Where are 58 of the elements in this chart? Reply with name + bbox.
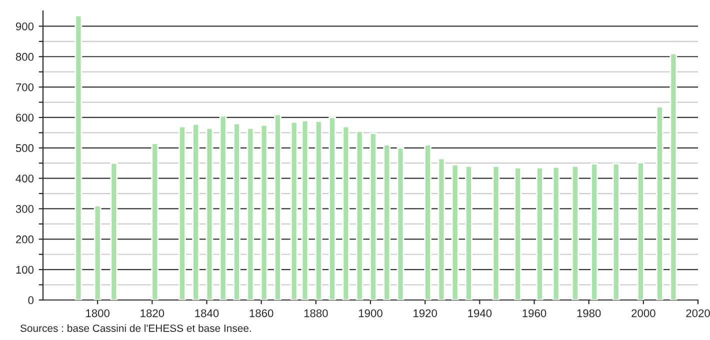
bar [552, 166, 560, 300]
bar [328, 116, 336, 300]
y-tick-label: 800 [16, 52, 34, 61]
x-tick-label: 1940 [468, 309, 492, 318]
bar [110, 162, 118, 300]
y-tick-label: 600 [16, 114, 34, 122]
bar [424, 144, 432, 300]
bar [356, 130, 364, 300]
bar [342, 126, 350, 300]
bar [670, 52, 678, 300]
bar [451, 164, 459, 300]
bar [94, 205, 102, 300]
bar [290, 121, 298, 300]
bar [492, 165, 500, 300]
bar [301, 120, 309, 300]
y-tick-label: 200 [16, 235, 34, 244]
y-tick-label: 500 [16, 144, 34, 152]
bar [274, 114, 282, 300]
y-tick-label: 0 [28, 296, 34, 304]
bar [233, 122, 240, 300]
bar [192, 123, 200, 300]
bar [536, 166, 544, 300]
bar [590, 163, 598, 300]
bar [74, 14, 82, 300]
bar [151, 142, 159, 300]
bar [314, 120, 322, 300]
bar [514, 166, 522, 300]
y-tick-label: 700 [16, 83, 34, 92]
bar [396, 147, 404, 300]
y-tick-label: 100 [16, 266, 34, 274]
x-tick-label: 2020 [686, 309, 710, 318]
bar [219, 115, 227, 300]
x-tick-label: 1900 [358, 309, 382, 318]
bar [656, 106, 664, 300]
bar [178, 126, 186, 300]
bar [246, 127, 254, 300]
x-tick-label: 1980 [577, 309, 601, 318]
bar [465, 165, 472, 300]
y-tick-label: 300 [16, 205, 34, 213]
bar [383, 144, 391, 300]
y-tick-label: 400 [16, 174, 34, 182]
bar [260, 124, 268, 300]
x-tick-label: 1860 [250, 309, 274, 318]
bar [612, 163, 620, 300]
bar [571, 165, 579, 300]
x-tick-label: 1820 [140, 309, 164, 318]
x-tick-label: 1960 [522, 309, 546, 318]
bar [370, 132, 377, 300]
bar [438, 158, 446, 300]
bar [636, 162, 644, 300]
x-tick-label: 1840 [195, 309, 219, 318]
bar [206, 127, 214, 300]
y-tick-label: 900 [16, 22, 34, 30]
x-tick-label: 1800 [86, 309, 110, 318]
x-tick-label: 2000 [632, 309, 656, 318]
x-tick-label: 1920 [414, 309, 438, 318]
x-tick-label: 1880 [304, 309, 328, 318]
source-note: Sources : base Cassini de l'EHESS et base Insee. [20, 324, 251, 332]
